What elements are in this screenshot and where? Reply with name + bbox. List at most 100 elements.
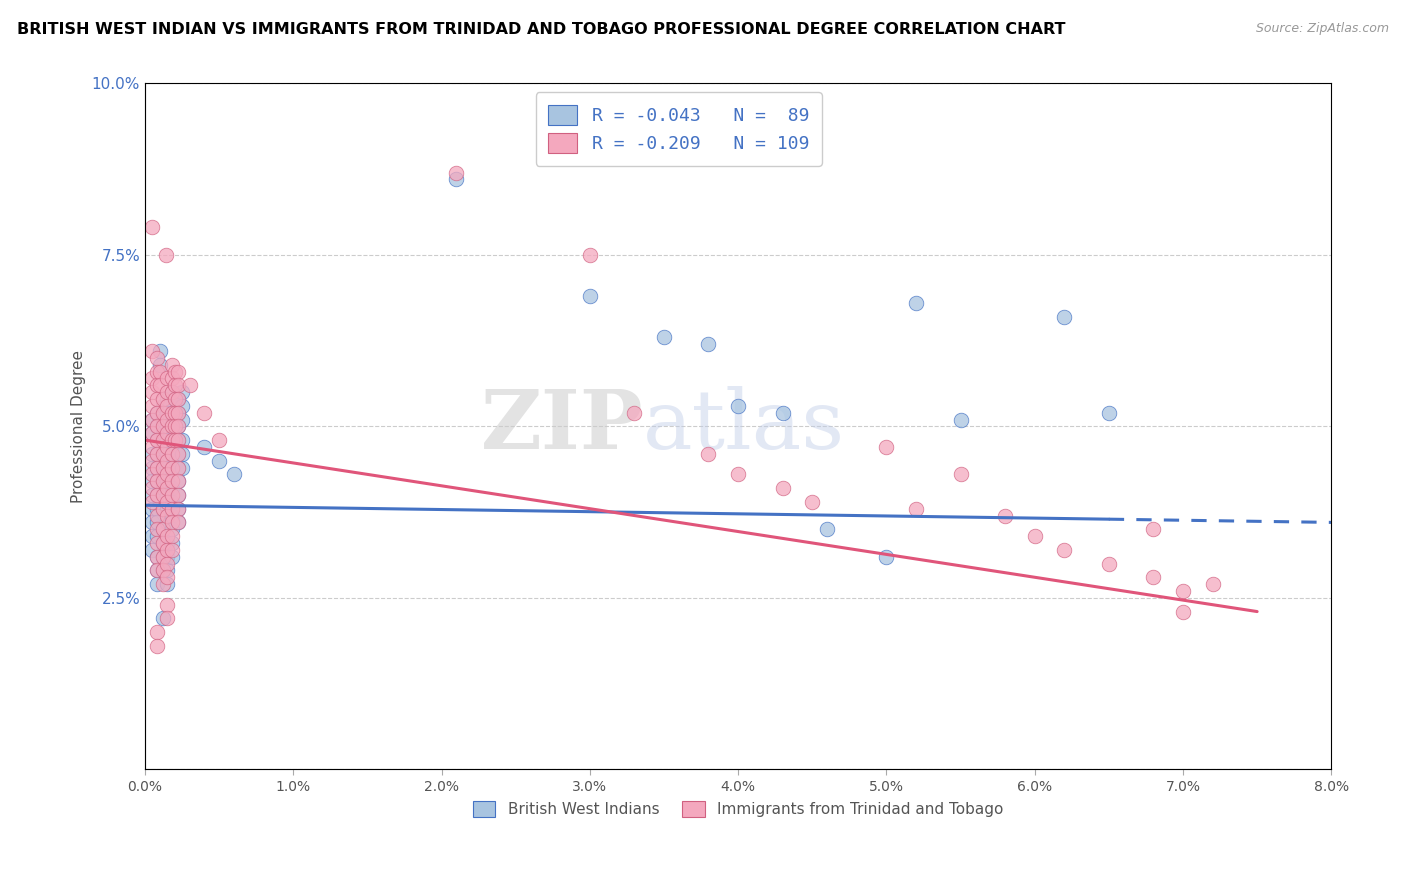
Point [772,406,794,420]
Point [152,419,174,434]
Point [141,412,163,426]
Point [160,419,183,434]
Point [156,412,179,426]
Point [146,522,169,536]
Point [156,460,179,475]
Point [727,399,749,413]
Point [160,529,183,543]
Text: atlas: atlas [644,386,845,467]
Point [166,419,188,434]
Point [156,447,179,461]
Point [160,542,183,557]
Point [172,399,194,413]
Point [160,549,183,564]
Point [156,557,179,571]
Point [152,406,174,420]
Point [156,467,179,482]
Point [156,399,179,413]
Point [146,536,169,550]
Point [156,516,179,530]
Point [193,440,215,454]
Point [208,433,231,447]
Point [141,467,163,482]
Point [160,406,183,420]
Point [160,481,183,495]
Point [172,433,194,447]
Point [163,419,186,434]
Point [152,536,174,550]
Point [146,447,169,461]
Text: Source: ZipAtlas.com: Source: ZipAtlas.com [1256,22,1389,36]
Point [152,475,174,489]
Point [146,419,169,434]
Point [152,481,174,495]
Point [156,453,179,467]
Text: ZIP: ZIP [481,386,644,467]
Point [160,433,183,447]
Point [160,447,183,461]
Point [156,570,179,584]
Point [166,433,188,447]
Point [166,488,188,502]
Text: BRITISH WEST INDIAN VS IMMIGRANTS FROM TRINIDAD AND TOBAGO PROFESSIONAL DEGREE C: BRITISH WEST INDIAN VS IMMIGRANTS FROM T… [17,22,1066,37]
Point [166,406,188,420]
Point [727,467,749,482]
Point [141,475,163,489]
Point [172,460,194,475]
Point [152,549,174,564]
Point [141,220,163,235]
Point [146,364,169,378]
Point [156,406,179,420]
Point [446,166,468,180]
Point [166,364,188,378]
Y-axis label: Professional Degree: Professional Degree [72,350,86,503]
Point [160,460,183,475]
Point [1201,577,1223,591]
Point [156,536,179,550]
Point [152,611,174,625]
Point [1142,570,1164,584]
Point [179,378,201,392]
Point [152,563,174,577]
Point [1098,406,1121,420]
Point [146,475,169,489]
Point [152,412,174,426]
Point [152,501,174,516]
Point [146,563,169,577]
Point [160,358,183,372]
Point [141,495,163,509]
Point [160,385,183,400]
Point [146,488,169,502]
Point [160,495,183,509]
Point [146,577,169,591]
Point [146,549,169,564]
Point [652,330,675,344]
Point [905,296,928,310]
Point [166,460,188,475]
Point [141,488,163,502]
Point [156,371,179,385]
Point [156,542,179,557]
Point [146,529,169,543]
Point [146,406,169,420]
Point [156,501,179,516]
Point [160,475,183,489]
Point [152,392,174,406]
Point [160,488,183,502]
Point [160,406,183,420]
Point [141,426,163,441]
Point [815,522,838,536]
Point [579,248,602,262]
Point [146,378,169,392]
Point [141,542,163,557]
Point [1171,605,1194,619]
Point [141,453,163,467]
Point [152,447,174,461]
Point [141,447,163,461]
Point [160,536,183,550]
Point [156,563,179,577]
Point [160,371,183,385]
Point [156,426,179,441]
Point [141,481,163,495]
Point [163,433,186,447]
